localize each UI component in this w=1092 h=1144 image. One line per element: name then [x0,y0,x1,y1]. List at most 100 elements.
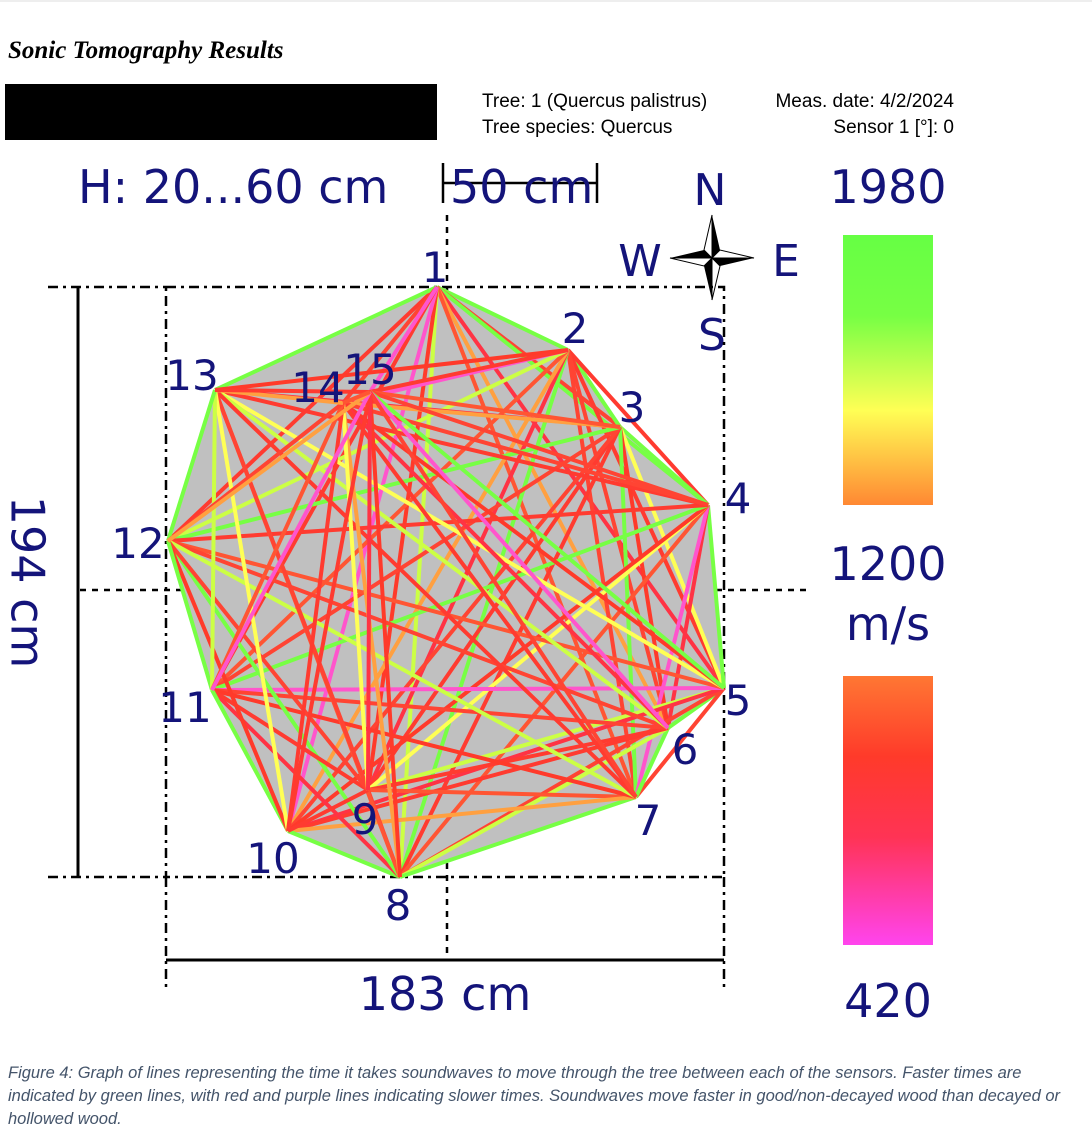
legend-top: 1980 [829,160,946,214]
info-date: Meas. date: 4/2/2024 [775,91,954,112]
sensor-path [369,390,709,507]
sensor-path [287,788,369,833]
sensor-path [166,539,370,792]
legend-mid: 1200 [829,537,946,591]
sensor-path [369,348,569,394]
sensor-path [286,391,372,832]
sensor-path [213,388,726,690]
sensor-path [341,401,670,730]
sensor-path [213,388,638,799]
sensor-path [210,391,372,691]
sensor-path [287,726,669,833]
legend-bottom: 420 [844,974,932,1028]
scale-label: 50 cm [450,160,593,214]
sensor-path [618,426,726,689]
sensor-path [214,285,438,392]
sensor-path [166,539,402,879]
legend-bar-bottom [843,676,933,945]
sensor-path [214,388,371,394]
sensor-path [367,686,725,792]
sensor-label: 12 [111,519,164,568]
legend-unit: m/s [846,597,930,651]
sensor-path [342,390,371,405]
sensor-label: 5 [725,676,752,725]
compass-s: S [698,310,726,361]
sensor-path [398,426,622,878]
sensor-path [211,503,709,692]
sensor-path [341,401,638,799]
sensor-label: 8 [385,881,412,930]
sensor-path [213,389,290,832]
sensor-label: 7 [635,796,662,845]
sensor-label: 6 [672,725,699,774]
redaction [5,84,437,140]
sensor-path [666,504,710,729]
sensor-path [167,425,621,543]
sensor-path [167,539,669,730]
compass-w: W [618,236,662,287]
info-sensor: Sensor 1 [°]: 0 [833,117,954,138]
sensor-label: 10 [246,834,299,883]
sensor-path [167,503,709,543]
info-species: Tree species: Quercus [482,117,672,138]
info-tree: Tree: 1 (Quercus palistrus) [482,91,707,112]
sensor-path [566,348,710,507]
compass-star [669,214,755,301]
compass-n: N [694,165,727,216]
sensor-path [399,726,669,879]
sensor-path [368,390,638,799]
sensor-path [398,349,570,878]
sensor-path [368,390,670,730]
dimension-bars [76,287,724,962]
sensor-path [166,540,290,832]
sensor-path [210,689,290,832]
sensor-path [634,727,670,798]
sensor-label: 9 [352,795,379,844]
sensor-label: 13 [165,351,218,400]
scale-bar [441,163,599,203]
sensor-label: 15 [343,345,396,394]
sensor-path [286,402,345,832]
compass-e: E [772,236,800,287]
sensor-path [368,391,402,878]
sensor-path [435,285,710,507]
sensor-path [341,285,439,405]
sensor-path [214,348,569,392]
sensor-label: 2 [562,304,589,353]
sensor-path [435,285,726,690]
sensor-path [366,391,372,791]
sensor-label: 14 [291,363,344,412]
sensor-path [368,285,439,394]
sensor-path [341,402,370,791]
sensor-path [210,402,345,691]
sensor-path [210,425,622,692]
sensor-path [566,349,726,689]
sensor-path [436,285,569,352]
sensor-path [706,504,726,689]
dimension-vertical: 194 cm [1,496,55,669]
sensor-path [166,540,214,691]
sensor-path [368,390,726,690]
sensor-path [210,389,217,691]
sensor-path [369,390,621,429]
sensor-path [367,726,669,792]
height-range: H: 20...60 cm [78,160,388,214]
sensor-path [211,688,669,730]
title: Sonic Tomography Results [8,37,284,64]
sensor-path [367,788,637,799]
sensor-path [566,348,622,429]
caption: Figure 4: Graph of lines representing th… [8,1064,1061,1128]
sensor-path [286,425,622,833]
sensor-path [634,686,726,799]
dimension-horizontal: 183 cm [359,967,532,1021]
sensor-path [213,389,370,791]
sensor-label: 1 [422,243,449,292]
sensor-path [287,829,401,879]
sensor-path [399,795,637,879]
sensor-path [618,425,710,507]
sensor-path [211,686,725,692]
sensor-path [166,390,372,543]
